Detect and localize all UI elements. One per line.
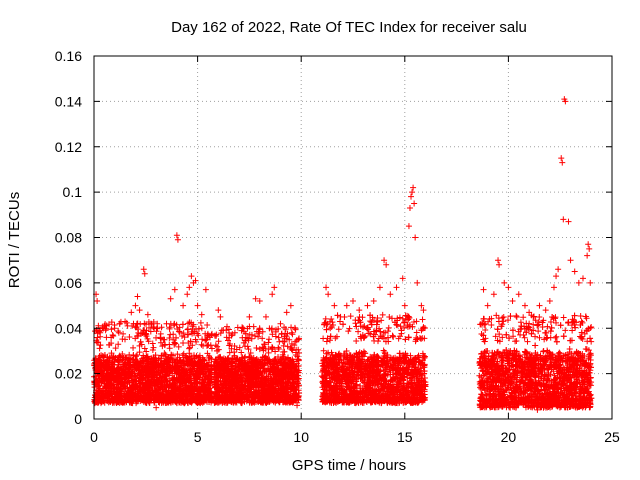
data-point — [136, 349, 143, 356]
data-point — [143, 348, 150, 355]
data-point — [204, 322, 211, 329]
data-point — [185, 320, 192, 327]
data-points — [91, 96, 595, 413]
grid-lines — [94, 56, 612, 419]
data-point — [120, 330, 127, 337]
data-point — [145, 338, 152, 345]
data-point — [174, 351, 181, 358]
data-point — [190, 352, 197, 359]
data-point — [108, 326, 115, 333]
data-point — [180, 350, 187, 357]
data-point — [122, 336, 129, 343]
data-point — [108, 350, 115, 357]
